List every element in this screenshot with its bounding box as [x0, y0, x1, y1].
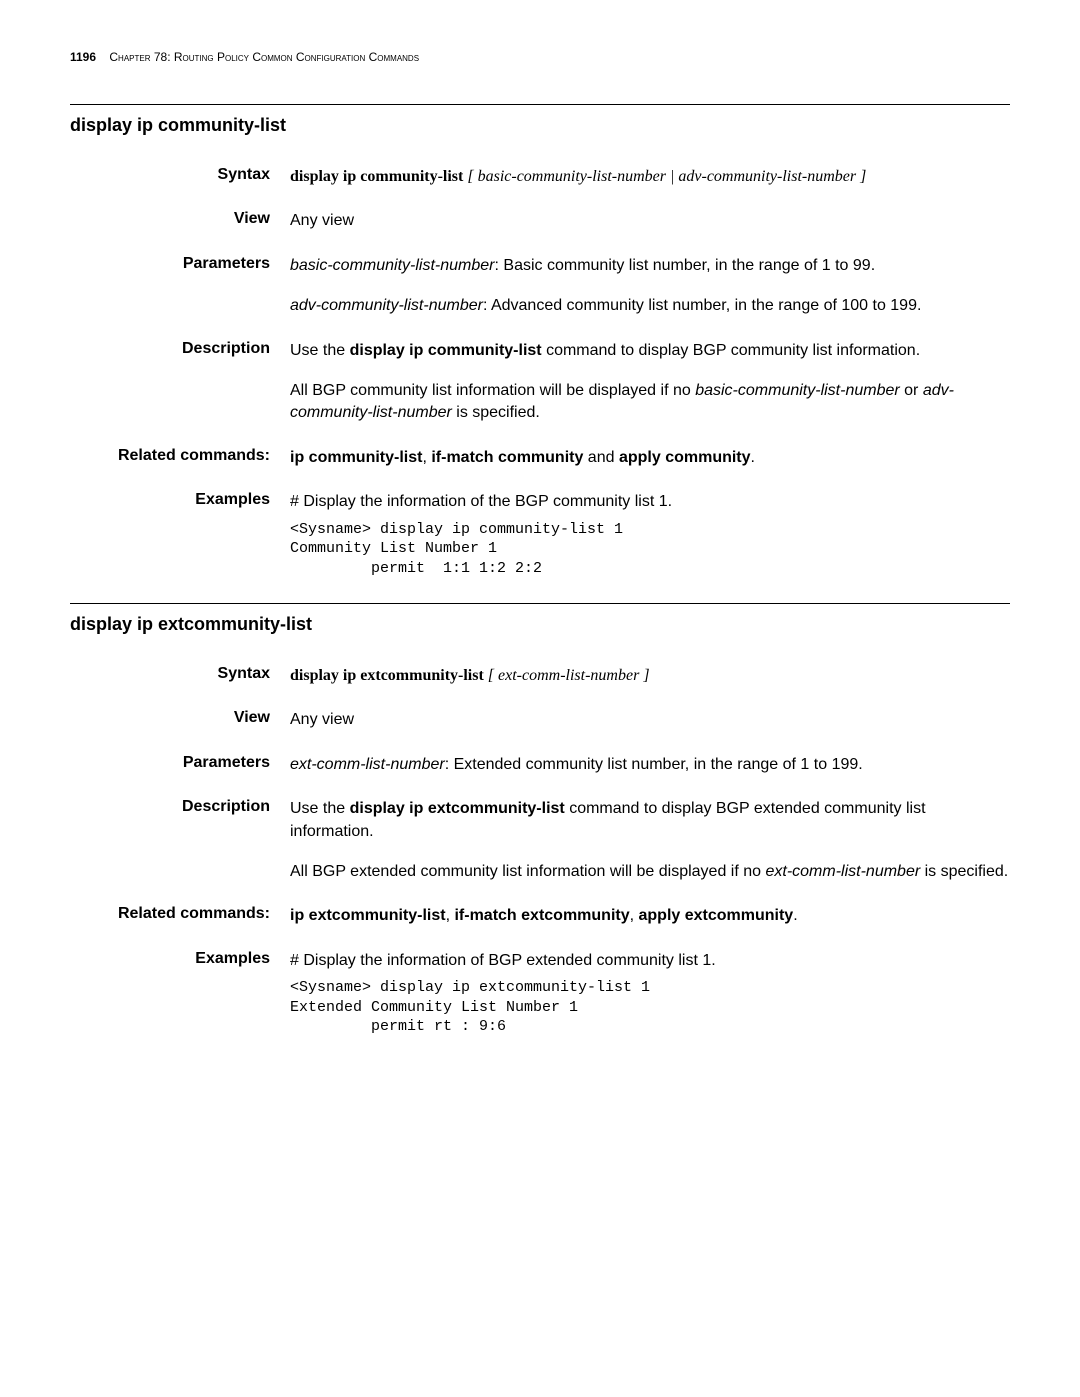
section-title: display ip community-list [70, 115, 1010, 136]
related-label: Related commands: [70, 905, 290, 923]
syntax-content: display ip extcommunity-list [ ext-comm-… [290, 665, 1010, 687]
description-content: Use the display ip community-list comman… [290, 340, 1010, 425]
examples-label: Examples [70, 491, 290, 509]
parameters-row: Parameters basic-community-list-number: … [70, 255, 1010, 318]
example-code: <Sysname> display ip community-list 1 Co… [290, 520, 1010, 579]
examples-row: Examples # Display the information of th… [70, 491, 1010, 578]
section-divider [70, 603, 1010, 604]
related-row: Related commands: ip extcommunity-list, … [70, 905, 1010, 927]
description-content: Use the display ip extcommunity-list com… [290, 798, 1010, 883]
syntax-command: display ip extcommunity-list [290, 667, 484, 684]
section-title: display ip extcommunity-list [70, 614, 1010, 635]
parameters-row: Parameters ext-comm-list-number: Extende… [70, 754, 1010, 776]
parameters-content: basic-community-list-number: Basic commu… [290, 255, 1010, 318]
param-name: basic-community-list-number [290, 257, 495, 274]
chapter-label: Chapter 78: Routing Policy Common Config… [109, 50, 419, 64]
related-row: Related commands: ip community-list, if-… [70, 447, 1010, 469]
syntax-label: Syntax [70, 166, 290, 184]
view-content: Any view [290, 709, 1010, 731]
syntax-row: Syntax display ip community-list [ basic… [70, 166, 1010, 188]
view-row: View Any view [70, 210, 1010, 232]
related-label: Related commands: [70, 447, 290, 465]
examples-content: # Display the information of the BGP com… [290, 491, 1010, 578]
param-name: adv-community-list-number [290, 297, 483, 314]
syntax-args: [ basic-community-list-number | adv-comm… [463, 168, 866, 185]
param-desc: : Extended community list number, in the… [445, 756, 863, 773]
example-code: <Sysname> display ip extcommunity-list 1… [290, 978, 1010, 1037]
description-label: Description [70, 798, 290, 816]
examples-label: Examples [70, 950, 290, 968]
related-content: ip extcommunity-list, if-match extcommun… [290, 905, 1010, 927]
parameters-content: ext-comm-list-number: Extended community… [290, 754, 1010, 776]
view-row: View Any view [70, 709, 1010, 731]
syntax-command: display ip community-list [290, 168, 463, 185]
related-content: ip community-list, if-match community an… [290, 447, 1010, 469]
parameters-label: Parameters [70, 754, 290, 772]
syntax-label: Syntax [70, 665, 290, 683]
parameters-label: Parameters [70, 255, 290, 273]
param-desc: : Advanced community list number, in the… [483, 297, 921, 314]
param-name: ext-comm-list-number [290, 756, 445, 773]
view-label: View [70, 709, 290, 727]
syntax-row: Syntax display ip extcommunity-list [ ex… [70, 665, 1010, 687]
param-desc: : Basic community list number, in the ra… [495, 257, 876, 274]
example-intro: # Display the information of the BGP com… [290, 491, 1010, 513]
description-row: Description Use the display ip extcommun… [70, 798, 1010, 883]
section-divider [70, 104, 1010, 105]
page-number: 1196 [70, 50, 96, 64]
syntax-args: [ ext-comm-list-number ] [484, 667, 650, 684]
example-intro: # Display the information of BGP extende… [290, 950, 1010, 972]
description-row: Description Use the display ip community… [70, 340, 1010, 425]
view-label: View [70, 210, 290, 228]
examples-content: # Display the information of BGP extende… [290, 950, 1010, 1037]
view-content: Any view [290, 210, 1010, 232]
syntax-content: display ip community-list [ basic-commun… [290, 166, 1010, 188]
examples-row: Examples # Display the information of BG… [70, 950, 1010, 1037]
page-header: 1196 Chapter 78: Routing Policy Common C… [70, 50, 1010, 64]
description-label: Description [70, 340, 290, 358]
